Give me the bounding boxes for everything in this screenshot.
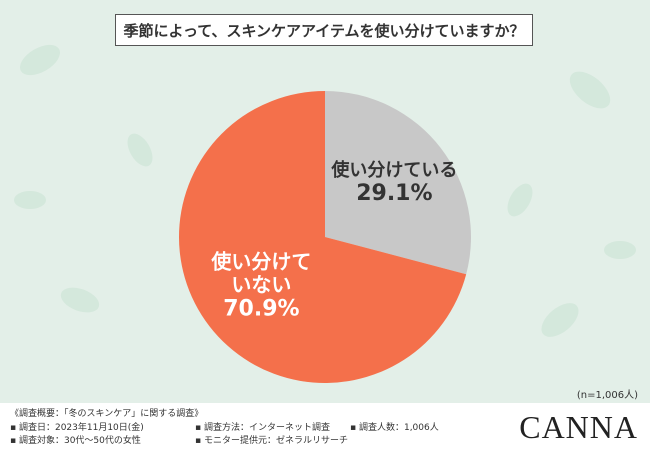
survey-title: 《調査概要：「冬のスキンケア」に関する調査》 xyxy=(10,409,204,419)
survey-item: ▪ モニター提供元：ゼネラルリサーチ xyxy=(195,436,348,446)
chart-title: 季節によって、スキンケアアイテムを使い分けていますか？ xyxy=(115,14,533,46)
slice-label: 使い分けていない 70.9% xyxy=(211,249,312,322)
value-label: 70.9% xyxy=(223,296,300,322)
survey-item: ▪ 調査方法：インターネット調査 xyxy=(195,423,330,433)
category-label: 使い分けていない xyxy=(211,249,312,297)
value-label: 29.1% xyxy=(356,181,433,207)
survey-item-text: モニター提供元：ゼネラルリサーチ xyxy=(203,436,348,446)
sample-note: (n=1,006人) xyxy=(576,390,638,401)
logo: CANNA xyxy=(519,409,638,445)
survey-item-text: 調査日：2023年11月10日(金) xyxy=(18,423,144,433)
pie-slice xyxy=(325,91,471,275)
survey-item-text: 調査方法：インターネット調査 xyxy=(203,423,330,433)
survey-item: ▪ 調査日：2023年11月10日(金) xyxy=(10,423,144,433)
pie-chart xyxy=(179,91,471,384)
survey-item: ▪ 調査対象：30代〜50代の女性 xyxy=(10,436,141,446)
pie-slice xyxy=(179,91,467,384)
survey-item: ▪ 調査人数：1,006人 xyxy=(350,423,439,433)
category-label: 使い分けている xyxy=(331,159,458,181)
survey-item-text: 調査対象：30代〜50代の女性 xyxy=(18,436,141,446)
footer: 《調査概要：「冬のスキンケア」に関する調査》 ▪ 調査日：2023年11月10日… xyxy=(0,403,650,450)
slice-label: 使い分けている 29.1% xyxy=(331,159,458,207)
background-leaves xyxy=(14,44,636,337)
survey-item-text: 調査人数：1,006人 xyxy=(358,423,439,433)
